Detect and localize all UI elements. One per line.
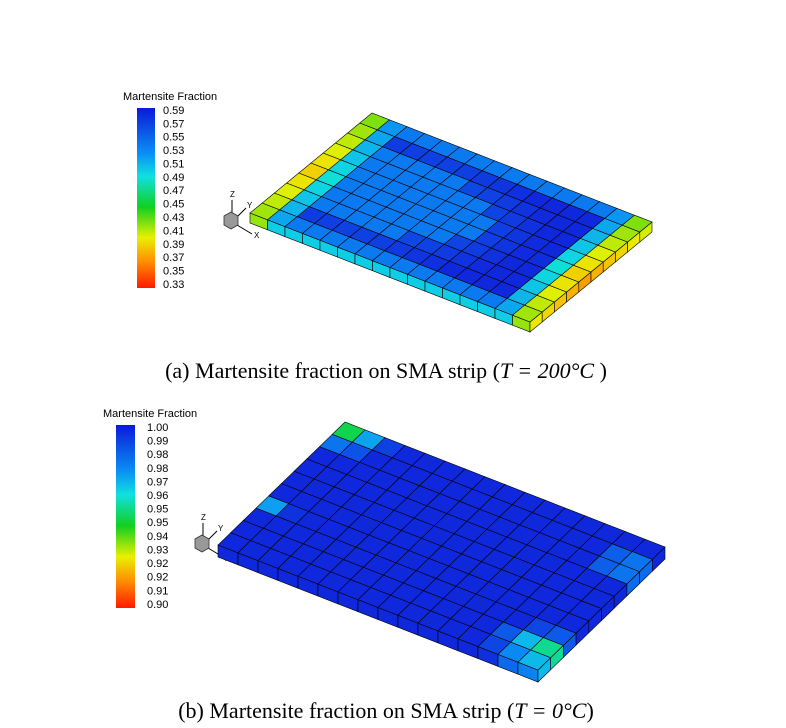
panel: Martensite Fraction 0.590.57 0.550.530.51 0… bbox=[123, 91, 653, 383]
colorbar bbox=[116, 425, 135, 608]
caption-text: (b) Martensite fraction on SMA strip ( bbox=[178, 698, 514, 723]
legend-label: 1.00 bbox=[147, 422, 168, 434]
legend-label: 0.33 bbox=[163, 279, 184, 291]
legend-label: 0.39 bbox=[163, 239, 184, 251]
triad-cube bbox=[194, 534, 210, 553]
legend-label: 0.94 bbox=[147, 531, 168, 543]
caption-close: ) bbox=[594, 358, 607, 383]
legend-label: 0.93 bbox=[147, 544, 168, 556]
legend-label: 0.49 bbox=[163, 172, 184, 184]
caption: (b) Martensite fraction on SMA strip (T … bbox=[178, 698, 594, 723]
legend-label: 0.90 bbox=[147, 599, 168, 611]
caption: (a) Martensite fraction on SMA strip (T … bbox=[165, 358, 607, 383]
legend-label: 0.53 bbox=[163, 145, 184, 157]
caption-text: (a) Martensite fraction on SMA strip ( bbox=[165, 358, 500, 383]
legend-label: 0.47 bbox=[163, 185, 184, 197]
legend-label: 0.98 bbox=[147, 449, 168, 461]
axis-label: Y bbox=[218, 524, 224, 533]
legend-title: Martensite Fraction bbox=[123, 91, 217, 103]
legend-label: 0.99 bbox=[147, 436, 168, 448]
axis-label: Z bbox=[230, 190, 235, 199]
legend-label: 0.95 bbox=[147, 517, 168, 529]
legend-label: 0.95 bbox=[147, 504, 168, 516]
colorbar bbox=[137, 108, 155, 288]
legend-label: 0.59 bbox=[163, 105, 184, 117]
panel: Martensite Fraction1.000.990.980.980.970… bbox=[103, 408, 666, 723]
legend-label: 0.37 bbox=[163, 252, 184, 264]
legend-label: 0.51 bbox=[163, 158, 184, 170]
plate-cell bbox=[631, 538, 666, 560]
axis-label: Z bbox=[201, 513, 206, 522]
legend-label: 0.92 bbox=[147, 558, 168, 570]
triad-cube bbox=[223, 211, 239, 230]
legend-label: 0.97 bbox=[147, 476, 168, 488]
legend-label: 0.91 bbox=[147, 585, 168, 597]
plate-cell bbox=[621, 214, 653, 233]
legend-label: 0.55 bbox=[163, 132, 184, 144]
axis-label: Y bbox=[247, 201, 253, 210]
caption-math: T = 200°C bbox=[500, 358, 594, 383]
legend-label: 0.45 bbox=[163, 199, 184, 211]
legend-label: 0.98 bbox=[147, 463, 168, 475]
caption-math: T = 0°C bbox=[514, 698, 586, 723]
legend-label: 0.92 bbox=[147, 572, 168, 584]
legend-title: Martensite Fraction bbox=[103, 408, 197, 420]
legend-label: 0.57 bbox=[163, 118, 184, 130]
legend-label: 0.96 bbox=[147, 490, 168, 502]
legend-label: 0.43 bbox=[163, 212, 184, 224]
legend-label: 0.35 bbox=[163, 266, 184, 278]
legend-label: 0.41 bbox=[163, 225, 184, 237]
caption-close: ) bbox=[586, 698, 593, 723]
axis-label: X bbox=[254, 231, 260, 240]
